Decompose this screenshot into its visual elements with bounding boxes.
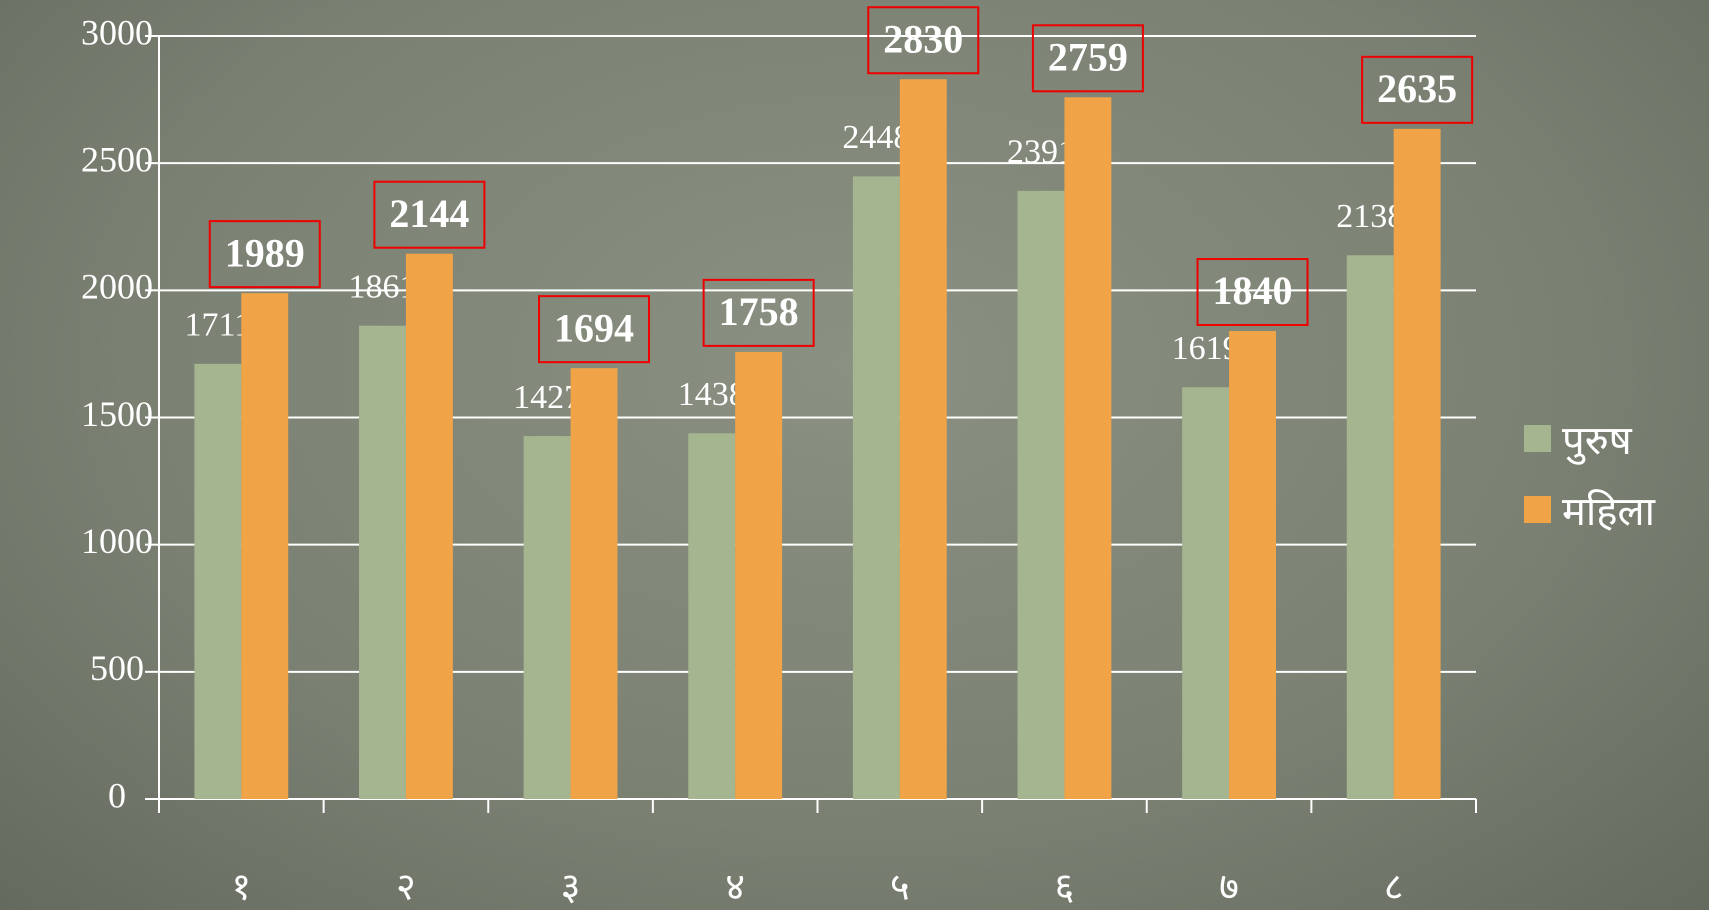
bar xyxy=(523,436,571,799)
y-tick-label: 2500 xyxy=(81,139,153,179)
data-label: 2138 xyxy=(1336,198,1404,235)
bar xyxy=(241,293,289,799)
bar xyxy=(1393,128,1441,799)
bar xyxy=(852,176,900,800)
data-label: 1758 xyxy=(719,289,799,334)
x-tick-label: २ xyxy=(396,865,416,909)
legend-label: महिला xyxy=(1562,489,1656,535)
label-box xyxy=(702,278,815,347)
label-box xyxy=(373,180,486,249)
bar xyxy=(405,253,453,799)
x-tick-label: ३ xyxy=(561,865,581,909)
y-tick-label: 0 xyxy=(108,775,126,815)
x-tick-label: ५ xyxy=(890,865,910,909)
bar xyxy=(735,351,783,799)
y-tick-label: 500 xyxy=(90,648,144,688)
bar xyxy=(359,325,406,799)
x-tick-label: ४ xyxy=(725,865,745,909)
y-tick-label: 1500 xyxy=(81,394,153,434)
data-label: 1840 xyxy=(1213,268,1293,313)
data-label: 1989 xyxy=(225,230,305,275)
y-tick-label: 1000 xyxy=(81,521,153,561)
y-tick-label: 2000 xyxy=(81,267,153,307)
data-label: 1694 xyxy=(554,305,634,350)
label-box xyxy=(538,295,651,364)
data-label: 1438 xyxy=(678,376,746,413)
label-box xyxy=(867,6,980,75)
legend-label: पुरुष xyxy=(1562,418,1633,465)
bar xyxy=(688,433,736,799)
x-tick-label: ६ xyxy=(1055,865,1075,909)
bar xyxy=(1064,97,1112,800)
bar xyxy=(1182,387,1230,799)
y-tick-label: 3000 xyxy=(81,12,153,52)
data-label: 1427 xyxy=(513,379,581,416)
data-label: 2759 xyxy=(1048,34,1128,79)
bar xyxy=(899,79,947,799)
bar xyxy=(194,363,242,799)
data-label: 1711 xyxy=(184,307,251,344)
label-box xyxy=(1196,258,1309,327)
legend-swatch xyxy=(1524,496,1551,523)
data-label: 1861 xyxy=(348,268,416,305)
data-label: 1619 xyxy=(1172,330,1240,367)
x-tick-label: १ xyxy=(231,865,251,909)
data-label: 2635 xyxy=(1377,66,1457,111)
data-label: 2830 xyxy=(883,16,963,61)
x-tick-label: ८ xyxy=(1384,865,1404,909)
bar xyxy=(570,368,618,799)
bar xyxy=(1346,255,1394,799)
label-box xyxy=(208,220,321,289)
legend-swatch xyxy=(1524,425,1551,452)
label-box xyxy=(1031,24,1144,93)
x-tick-label: ७ xyxy=(1219,865,1239,909)
label-box xyxy=(1361,55,1474,124)
bar xyxy=(1229,331,1276,799)
data-label: 2144 xyxy=(389,191,469,236)
bar xyxy=(1017,190,1065,799)
data-label: 2391 xyxy=(1007,134,1075,171)
data-label: 2448 xyxy=(842,119,910,156)
